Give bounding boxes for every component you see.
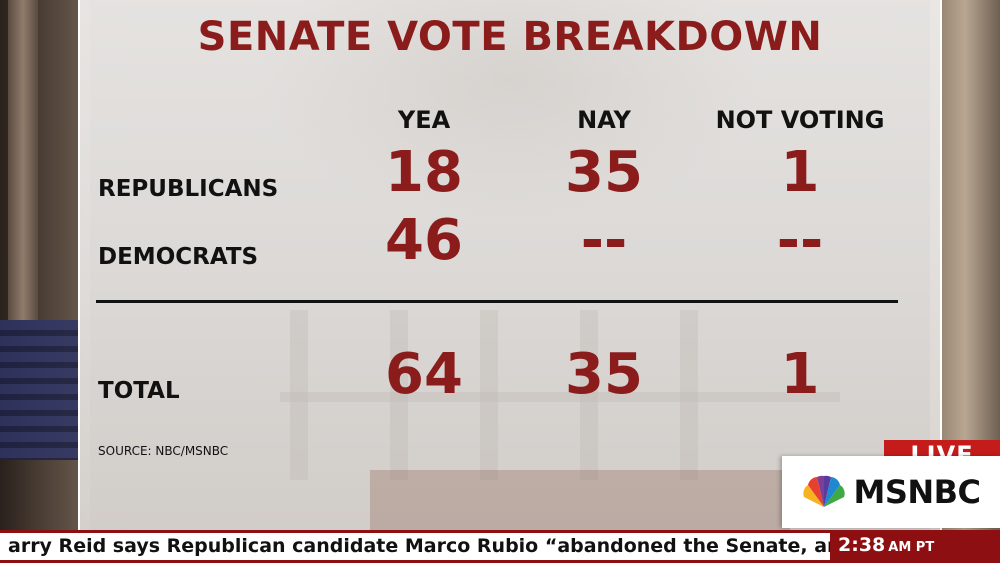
republicans-not-voting-count: 1 [780,140,820,205]
column-header-not-voting: NOT VOTING [715,106,885,134]
clock-time: 2:38 [838,534,886,556]
republicans-yea-count: 18 [385,140,463,205]
republicans-nay-count: 35 [565,140,643,205]
chamber-column [8,0,38,320]
column-header-nay: NAY [577,106,631,134]
row-label-total: TOTAL [98,378,180,404]
total-not-voting-count: 1 [780,342,820,407]
background-column [680,310,698,480]
background-column [290,310,308,480]
background-column [580,310,598,480]
news-ticker: arry Reid says Republican candidate Marc… [0,530,1000,563]
graphic-title: SENATE VOTE BREAKDOWN [197,14,823,60]
chamber-seats [0,320,80,460]
source-credit: SOURCE: NBC/MSNBC [98,444,229,458]
background-railing [280,392,840,402]
column-header-yea: YEA [397,106,451,134]
broadcast-clock: 2:38 AM PT [838,534,934,556]
ticker-headline: arry Reid says Republican candidate Marc… [8,535,830,557]
clock-zone: AM PT [888,540,935,555]
background-column [480,310,498,480]
row-label-democrats: DEMOCRATS [98,244,259,270]
background-column [390,310,408,480]
network-logo: MSNBC [782,456,1000,528]
democrats-yea-count: 46 [385,208,463,273]
total-nay-count: 35 [565,342,643,407]
background-floor [370,470,790,530]
vote-breakdown-panel: SENATE VOTE BREAKDOWN YEA NAY NOT VOTING… [78,0,942,530]
chamber-background-left [0,0,90,530]
peacock-icon [803,475,846,507]
total-divider [96,300,898,303]
network-name: MSNBC [853,473,981,511]
row-label-republicans: REPUBLICANS [98,176,279,202]
ticker-band: arry Reid says Republican candidate Marc… [0,533,830,560]
democrats-nay-count: -- [580,208,628,273]
democrats-not-voting-count: -- [776,208,824,273]
total-yea-count: 64 [385,342,463,407]
